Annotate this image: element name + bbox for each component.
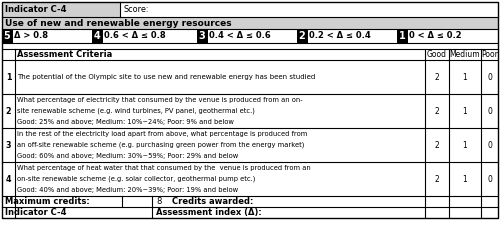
Text: The potential of the Olympic site to use new and renewable energy has been studi: The potential of the Olympic site to use… (17, 74, 316, 80)
Text: 0: 0 (487, 175, 492, 184)
Text: Assessment index (Δ):: Assessment index (Δ): (156, 208, 262, 217)
Text: 1: 1 (398, 31, 406, 41)
Bar (2, 17, 498, 29)
Text: 1: 1 (462, 175, 468, 184)
Text: Good: 40% and above; Medium: 20%~39%; Poor: 19% and below: Good: 40% and above; Medium: 20%~39%; Po… (17, 187, 238, 193)
Text: 0.6 < Δ ≤ 0.8: 0.6 < Δ ≤ 0.8 (104, 31, 166, 41)
Text: on-site renewable scheme (e.g. solar collector, geothermal pump etc.): on-site renewable scheme (e.g. solar col… (17, 176, 256, 182)
Text: 0.4 < Δ ≤ 0.6: 0.4 < Δ ≤ 0.6 (209, 31, 271, 41)
Text: 1: 1 (462, 72, 468, 82)
Bar (2, 60, 498, 94)
Text: Use of new and renewable energy resources: Use of new and renewable energy resource… (5, 18, 232, 27)
Text: Medium: Medium (450, 50, 480, 59)
Text: 4: 4 (6, 175, 11, 184)
Bar (2, 94, 498, 128)
Text: 1: 1 (462, 140, 468, 150)
Text: Credits awarded:: Credits awarded: (172, 197, 254, 206)
Text: In the rest of the electricity load apart from above, what percentage is produce: In the rest of the electricity load apar… (17, 131, 308, 137)
Text: Good: 60% and above; Medium: 30%~59%; Poor: 29% and below: Good: 60% and above; Medium: 30%~59%; Po… (17, 153, 238, 159)
Text: Good: Good (427, 50, 447, 59)
Text: 1: 1 (6, 72, 11, 82)
Text: 2: 2 (434, 106, 440, 116)
Text: 0: 0 (487, 140, 492, 150)
Text: 2: 2 (434, 72, 440, 82)
Text: Poor: Poor (481, 50, 498, 59)
Text: 4: 4 (94, 31, 100, 41)
Text: 8: 8 (156, 197, 162, 206)
Text: Indicator C-4: Indicator C-4 (5, 5, 66, 14)
Bar (397, 29, 407, 43)
Text: an off-site renewable scheme (e.g. purchasing green power from the energy market: an off-site renewable scheme (e.g. purch… (17, 142, 304, 148)
Bar (2, 162, 498, 196)
Bar (120, 2, 498, 17)
Text: What percentage of electricity that consumed by the venue is produced from an on: What percentage of electricity that cons… (17, 97, 302, 103)
Bar (2, 207, 498, 218)
Bar (92, 29, 102, 43)
Text: Δ > 0.8: Δ > 0.8 (14, 31, 48, 41)
Bar (2, 49, 498, 60)
Text: Score:: Score: (124, 5, 150, 14)
Text: Assessment Criteria: Assessment Criteria (17, 50, 112, 59)
Text: 0: 0 (487, 72, 492, 82)
Text: 2: 2 (298, 31, 306, 41)
Text: 2: 2 (6, 106, 12, 116)
Text: 3: 3 (6, 140, 11, 150)
Bar (2, 128, 498, 162)
Text: Maximum credits:: Maximum credits: (5, 197, 90, 206)
Text: 5: 5 (4, 31, 10, 41)
Text: Indicator C-4: Indicator C-4 (5, 208, 66, 217)
Text: 0: 0 (487, 106, 492, 116)
Text: 0 < Δ ≤ 0.2: 0 < Δ ≤ 0.2 (409, 31, 462, 41)
Text: Good: 25% and above; Medium: 10%~24%; Poor: 9% and below: Good: 25% and above; Medium: 10%~24%; Po… (17, 119, 234, 125)
Bar (2, 29, 12, 43)
Text: 2: 2 (434, 140, 440, 150)
Bar (2, 29, 498, 43)
Text: 1: 1 (462, 106, 468, 116)
Text: What percentage of heat water that that consumed by the  venue is produced from : What percentage of heat water that that … (17, 165, 311, 171)
Bar (2, 43, 498, 49)
Text: 0.2 < Δ ≤ 0.4: 0.2 < Δ ≤ 0.4 (309, 31, 371, 41)
Bar (2, 196, 498, 207)
Text: 2: 2 (434, 175, 440, 184)
Bar (2, 2, 120, 17)
Text: 3: 3 (198, 31, 205, 41)
Bar (297, 29, 307, 43)
Bar (197, 29, 207, 43)
Text: site renewable scheme (e.g. wind turbines, PV panel, geothermal etc.): site renewable scheme (e.g. wind turbine… (17, 108, 255, 114)
